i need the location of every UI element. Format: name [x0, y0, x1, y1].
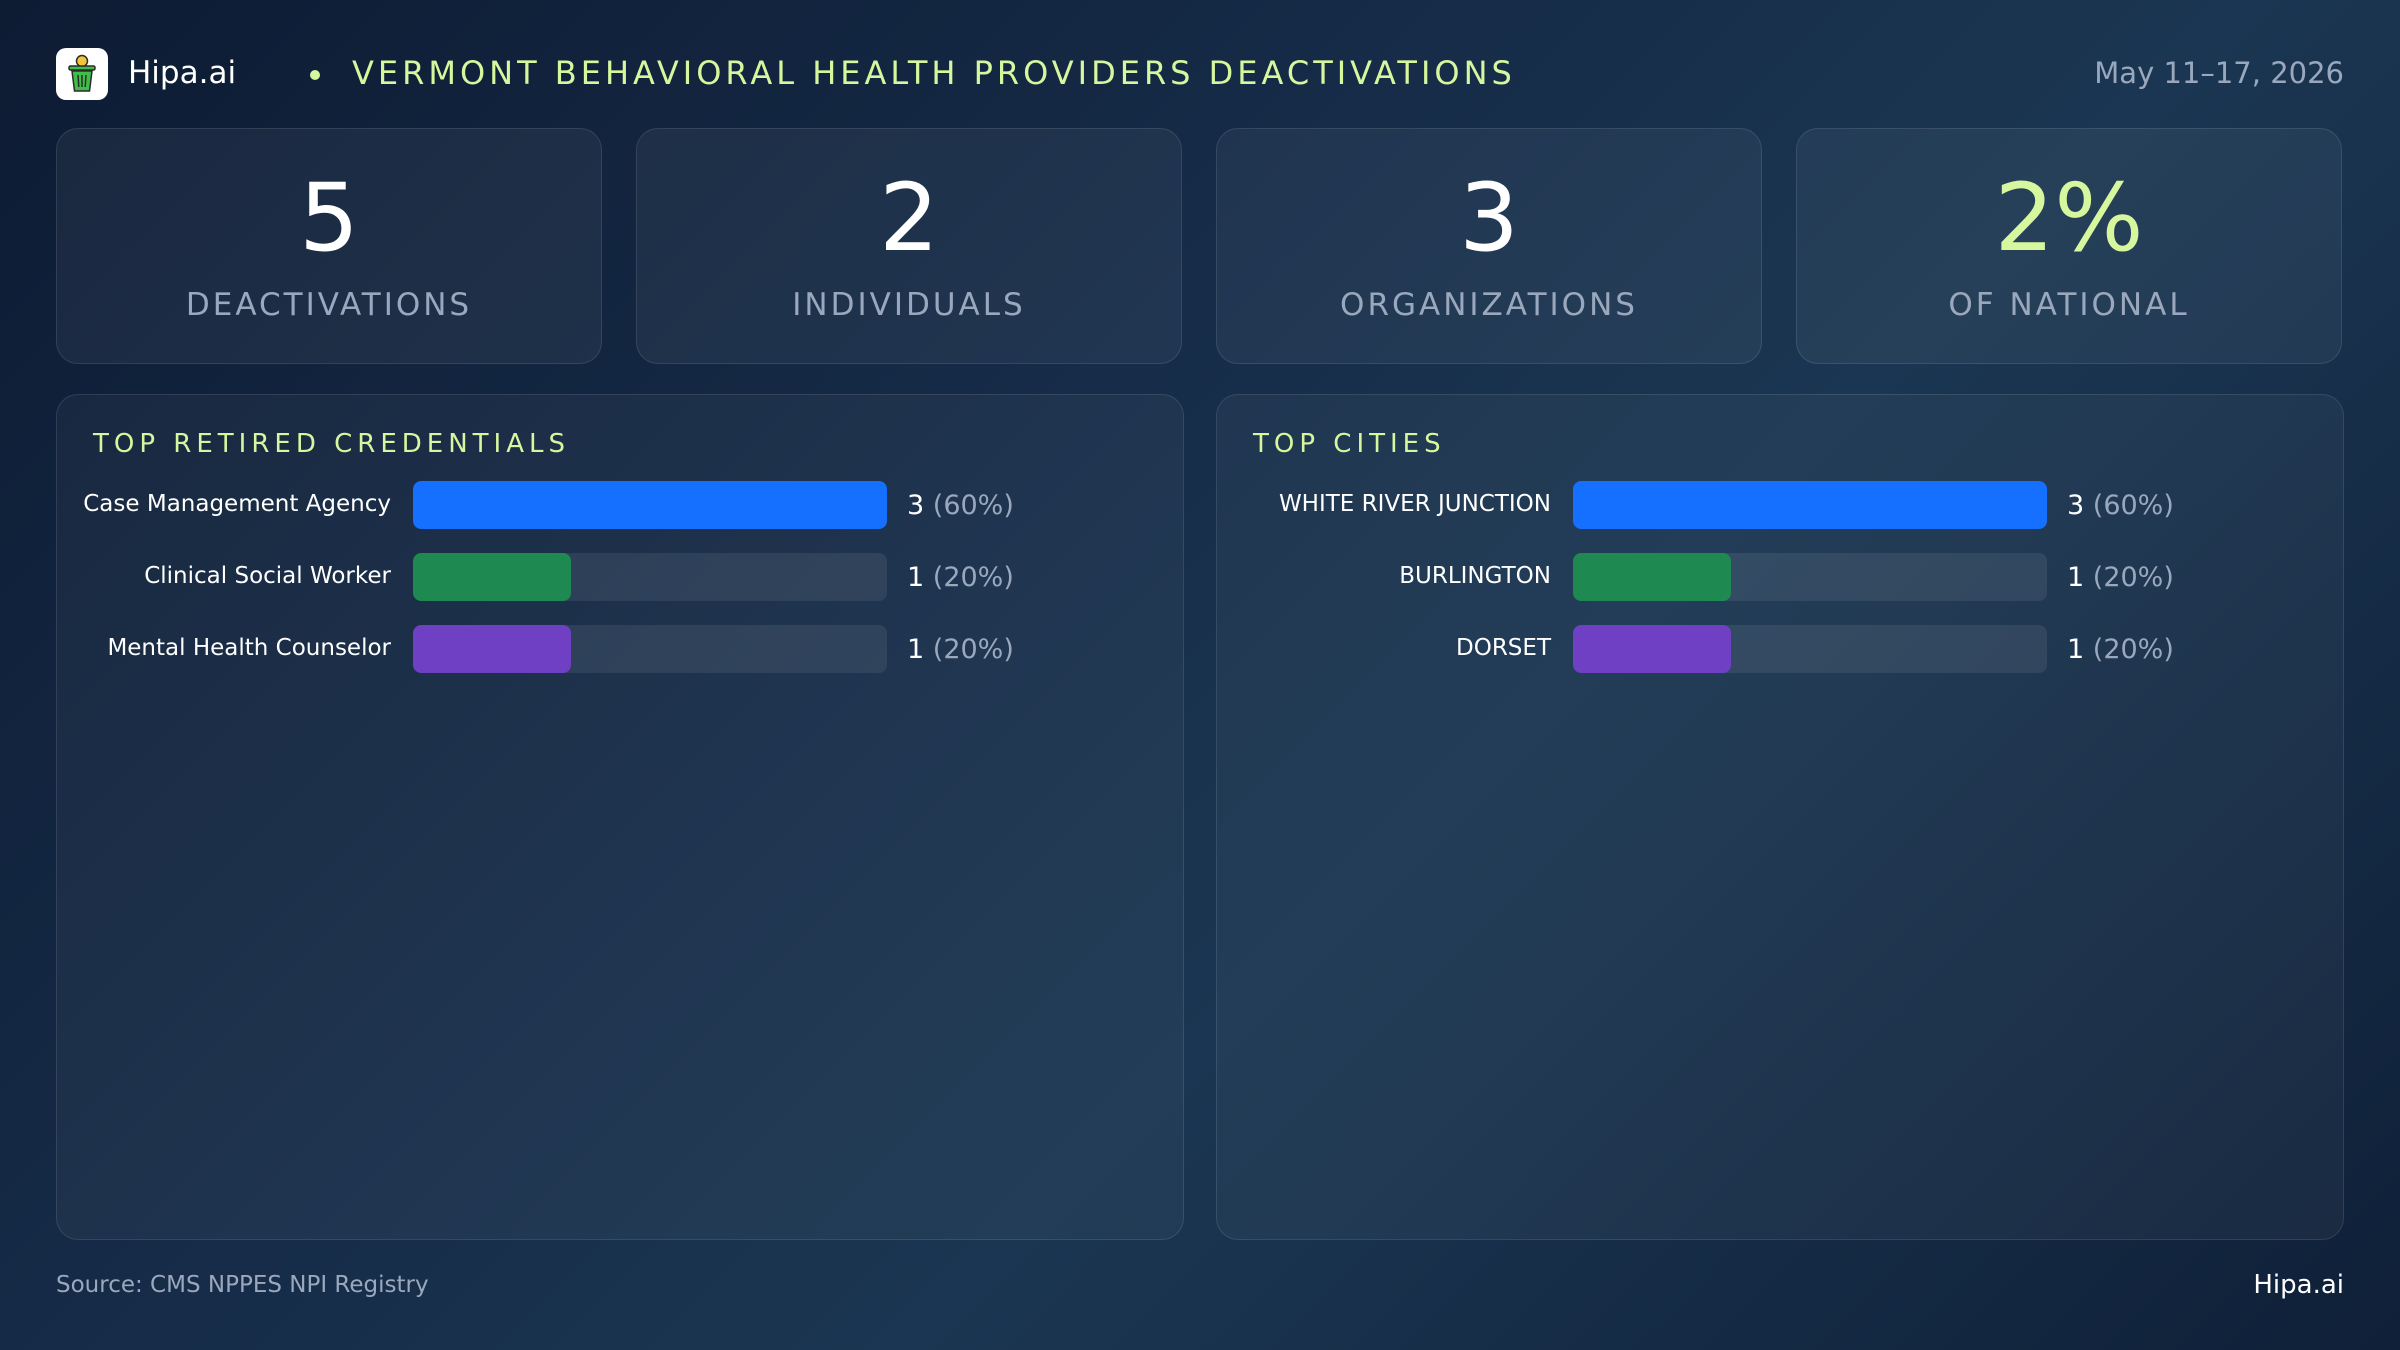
brand-name: Hipa.ai	[128, 55, 237, 91]
bar	[1573, 553, 1731, 601]
bar-count: 1	[907, 634, 925, 665]
panel-title: TOP CITIES	[1253, 429, 1446, 459]
trash-can-icon	[68, 54, 96, 92]
bar-label: BURLINGTON	[1399, 563, 1551, 589]
bar-percent: (20%)	[932, 562, 1014, 593]
bar-value-label: 3 (60%)	[907, 490, 1014, 521]
bar-track	[413, 553, 887, 601]
bar-value-label: 3 (60%)	[2067, 490, 2174, 521]
bar-row: Mental Health Counselor 1 (20%)	[57, 625, 1183, 673]
bar-count: 1	[2067, 562, 2085, 593]
panel-title: TOP RETIRED CREDENTIALS	[93, 429, 570, 459]
date-range: May 11–17, 2026	[2094, 56, 2344, 90]
bar-row: DORSET 1 (20%)	[1217, 625, 2343, 673]
bar-count: 3	[907, 490, 925, 521]
cities-panel: TOP CITIES WHITE RIVER JUNCTION 3 (60%) BU…	[1216, 394, 2344, 1240]
bar-percent: (20%)	[2092, 634, 2174, 665]
stat-card-organizations: 3 ORGANIZATIONS	[1216, 128, 1762, 364]
bar-label: Clinical Social Worker	[144, 563, 391, 589]
bar-label: Mental Health Counselor	[107, 635, 391, 661]
bar-percent: (60%)	[2092, 490, 2174, 521]
page-title: VERMONT BEHAVIORAL HEALTH PROVIDERS DEAC…	[352, 54, 1516, 92]
bar-track	[1573, 553, 2047, 601]
bar-percent: (60%)	[932, 490, 1014, 521]
bar-value-label: 1 (20%)	[2067, 634, 2174, 665]
bar-track	[413, 481, 887, 529]
bar	[413, 553, 571, 601]
stat-card-deactivations: 5 DEACTIVATIONS	[56, 128, 602, 364]
credentials-panel: TOP RETIRED CREDENTIALS Case Management …	[56, 394, 1184, 1240]
bar-value-label: 1 (20%)	[2067, 562, 2174, 593]
header: Hipa.ai VERMONT BEHAVIORAL HEALTH PROVID…	[56, 46, 2344, 102]
bar-row: WHITE RIVER JUNCTION 3 (60%)	[1217, 481, 2343, 529]
stat-value: 2%	[1994, 164, 2144, 273]
bar	[413, 625, 571, 673]
bar-count: 1	[907, 562, 925, 593]
bar-value-label: 1 (20%)	[907, 634, 1014, 665]
stat-label: OF NATIONAL	[1948, 287, 2190, 323]
bar-row: Case Management Agency 3 (60%)	[57, 481, 1183, 529]
stat-value: 3	[1459, 164, 1519, 273]
bar-label: DORSET	[1456, 635, 1551, 661]
stat-label: DEACTIVATIONS	[185, 287, 473, 323]
bar-row: Clinical Social Worker 1 (20%)	[57, 553, 1183, 601]
source-note: Source: CMS NPPES NPI Registry	[56, 1272, 429, 1298]
separator-dot	[310, 70, 320, 80]
bar	[413, 481, 887, 529]
bar-count: 1	[2067, 634, 2085, 665]
stat-value: 5	[299, 164, 359, 273]
bar-percent: (20%)	[2092, 562, 2174, 593]
stat-label: ORGANIZATIONS	[1340, 287, 1638, 323]
bar-percent: (20%)	[932, 634, 1014, 665]
bar-track	[1573, 481, 2047, 529]
bar	[1573, 625, 1731, 673]
bar-value-label: 1 (20%)	[907, 562, 1014, 593]
bar-count: 3	[2067, 490, 2085, 521]
stat-value: 2	[879, 164, 939, 273]
stat-card-individuals: 2 INDIVIDUALS	[636, 128, 1182, 364]
footer-brand: Hipa.ai	[2253, 1270, 2344, 1300]
stat-label: INDIVIDUALS	[792, 287, 1026, 323]
bar-track	[1573, 625, 2047, 673]
bar	[1573, 481, 2047, 529]
logo	[56, 48, 108, 100]
bar-label: Case Management Agency	[83, 491, 391, 517]
bar-track	[413, 625, 887, 673]
stat-card-national-share: 2% OF NATIONAL	[1796, 128, 2342, 364]
bar-row: BURLINGTON 1 (20%)	[1217, 553, 2343, 601]
bar-label: WHITE RIVER JUNCTION	[1278, 491, 1551, 517]
